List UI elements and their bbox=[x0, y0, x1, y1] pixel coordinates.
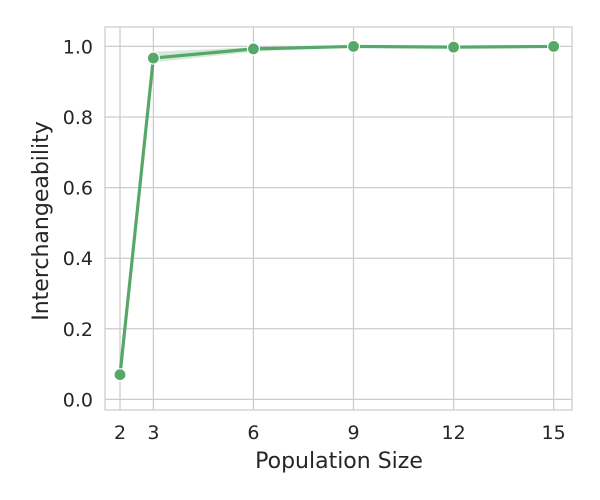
y-tick-label: 0.8 bbox=[63, 107, 93, 129]
x-tick-labels: 2 3 6 9 12 15 bbox=[114, 422, 566, 444]
y-tick-labels: 0.0 0.2 0.4 0.6 0.8 1.0 bbox=[63, 36, 93, 411]
plot-area bbox=[105, 27, 572, 410]
y-tick-label: 0.0 bbox=[63, 389, 93, 411]
y-tick-label: 0.2 bbox=[63, 319, 93, 341]
x-tick-label: 2 bbox=[114, 422, 126, 444]
data-point bbox=[346, 39, 361, 54]
grid bbox=[105, 27, 572, 410]
y-tick-label: 0.6 bbox=[63, 178, 93, 200]
x-tick-label: 3 bbox=[147, 422, 159, 444]
plot-frame bbox=[104, 26, 573, 411]
y-axis-label: Interchangeability bbox=[29, 121, 54, 321]
y-tick-label: 1.0 bbox=[63, 36, 93, 58]
data-point bbox=[246, 42, 261, 56]
data-point bbox=[146, 51, 160, 65]
x-tick-label: 15 bbox=[542, 422, 566, 444]
x-tick-label: 6 bbox=[247, 422, 259, 444]
markers bbox=[113, 39, 561, 382]
x-axis-label: Population Size bbox=[255, 449, 423, 474]
series-line-group bbox=[118, 44, 556, 377]
x-tick-label: 12 bbox=[441, 422, 465, 444]
x-tick-label: 9 bbox=[347, 422, 359, 444]
series-line bbox=[118, 44, 556, 377]
data-point bbox=[113, 368, 127, 382]
data-point bbox=[547, 39, 561, 54]
data-point bbox=[446, 40, 461, 54]
y-tick-label: 0.4 bbox=[63, 248, 93, 270]
